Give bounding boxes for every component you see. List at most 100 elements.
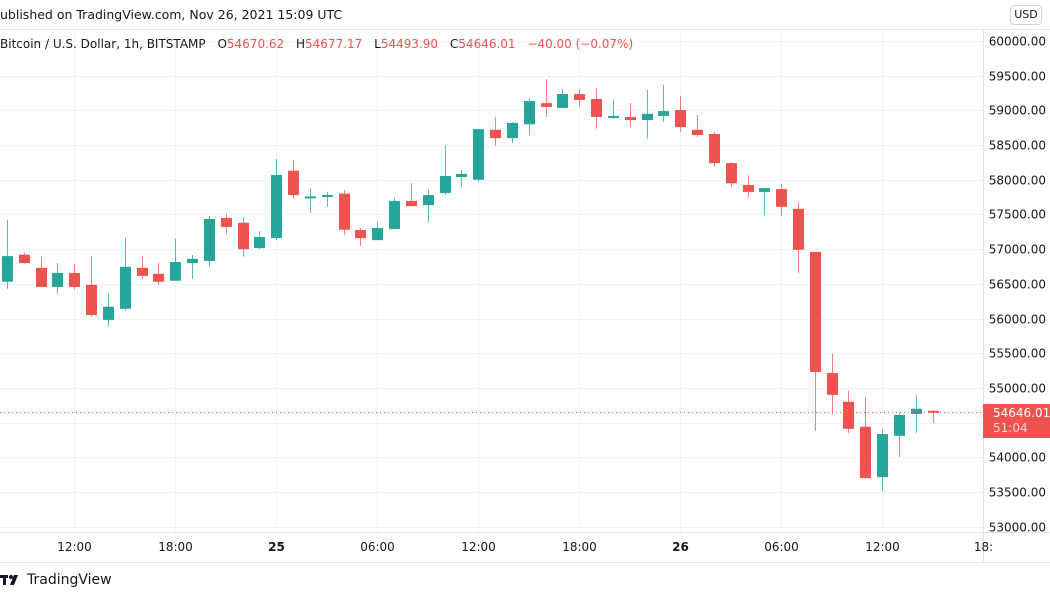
tradingview-logo-icon <box>0 575 18 585</box>
candle-body <box>372 227 383 241</box>
candle-up <box>642 89 653 139</box>
candle-up <box>759 188 770 216</box>
candle-body <box>355 230 366 239</box>
price-tick-label: 60000.00 <box>989 35 1046 49</box>
candle-down <box>355 227 366 247</box>
candle-body <box>288 170 299 196</box>
low-value: 54493.90 <box>380 37 439 51</box>
candle-down <box>86 256 97 317</box>
candle-body <box>625 116 636 121</box>
currency-button[interactable]: USD <box>1010 5 1042 25</box>
time-tick-label: 06:00 <box>360 540 395 554</box>
candle-down <box>406 182 417 207</box>
header-divider <box>0 29 1050 30</box>
candle-down <box>238 216 249 257</box>
open-value: 54670.62 <box>226 37 285 51</box>
candle-body <box>776 189 787 207</box>
candle-body <box>137 267 148 276</box>
candle-body <box>541 103 552 107</box>
candle-body <box>860 426 871 479</box>
candle-body <box>759 188 770 192</box>
candle-down <box>726 162 737 187</box>
time-tick-label: 18: <box>974 540 993 554</box>
price-tick-label: 57500.00 <box>989 208 1046 222</box>
price-tick-label: 53000.00 <box>989 521 1046 535</box>
candle-body <box>170 261 181 281</box>
candle-up <box>524 97 535 136</box>
candle-down <box>137 256 148 279</box>
candle-down <box>776 183 787 216</box>
time-tick-label: 18:00 <box>158 540 193 554</box>
time-tick-label: 12:00 <box>461 540 496 554</box>
candle-up <box>305 188 316 214</box>
candle-up <box>372 222 383 241</box>
time-tick-label: 12:00 <box>57 540 92 554</box>
candle-down <box>625 103 636 128</box>
candle-down <box>928 410 939 424</box>
candle-up <box>103 293 114 327</box>
candle-body <box>793 208 804 250</box>
candle-down <box>288 159 299 199</box>
candle-up <box>456 170 467 187</box>
candle-body <box>810 251 821 372</box>
candle-body <box>642 113 653 121</box>
candle-body <box>440 175 451 193</box>
candle-down <box>574 88 585 107</box>
candle-body <box>894 414 905 436</box>
candle-down <box>709 131 720 167</box>
price-tick-label: 56500.00 <box>989 278 1046 292</box>
candle-body <box>507 122 518 139</box>
candle-body <box>928 410 939 413</box>
candle-up <box>2 220 13 289</box>
candle-body <box>743 184 754 192</box>
candle-down <box>692 114 703 138</box>
candle-up <box>473 129 484 182</box>
price-axis[interactable]: 60000.00 59500.00 59000.00 58500.00 58000.00… <box>989 35 1046 535</box>
published-note: ublished on TradingView.com, Nov 26, 202… <box>0 7 343 22</box>
candle-body <box>423 195 434 206</box>
candle-up <box>894 412 905 457</box>
footer: TradingView <box>0 572 112 588</box>
candle-body <box>52 272 63 287</box>
candle-down <box>19 252 30 264</box>
candle-down <box>860 396 871 479</box>
candle-body <box>271 174 282 239</box>
price-tick-label: 56000.00 <box>989 313 1046 327</box>
candle-down <box>793 201 804 274</box>
close-key: C <box>449 37 459 51</box>
candle-body <box>305 196 316 199</box>
open-key: O <box>217 37 227 51</box>
price-tick-label: 58500.00 <box>989 139 1046 153</box>
candle-down <box>743 174 754 198</box>
candle-down <box>221 213 232 234</box>
candle-body <box>238 222 249 250</box>
close-value: 54646.01 <box>458 37 516 51</box>
price-tick-label: 59500.00 <box>989 70 1046 84</box>
candle-body <box>339 193 350 230</box>
candle-down <box>675 95 686 132</box>
time-tick-label: 18:00 <box>562 540 597 554</box>
candle-up <box>911 394 922 434</box>
candle-body <box>36 267 47 287</box>
candle-body <box>187 258 198 264</box>
candle-body <box>322 195 333 198</box>
footer-brand: TradingView <box>27 572 112 588</box>
price-tick-label: 53500.00 <box>989 486 1046 500</box>
candle-body <box>524 101 535 125</box>
candle-body <box>120 266 131 309</box>
candles <box>2 79 939 491</box>
candle-body <box>709 133 720 164</box>
candle-down <box>810 251 821 431</box>
candle-down <box>69 263 80 290</box>
price-tick-label: 55500.00 <box>989 347 1046 361</box>
candle-body <box>221 217 232 227</box>
candle-body <box>658 111 669 116</box>
candle-up <box>204 215 215 267</box>
time-axis[interactable]: 12:00 18:00 25 06:00 12:00 18:00 26 06:00 12:00 1… <box>57 540 993 554</box>
candle-up <box>608 99 619 120</box>
price-tick-label: 55000.00 <box>989 382 1046 396</box>
candle-body <box>574 94 585 100</box>
candle-down <box>36 256 47 288</box>
candle-body <box>473 129 484 180</box>
